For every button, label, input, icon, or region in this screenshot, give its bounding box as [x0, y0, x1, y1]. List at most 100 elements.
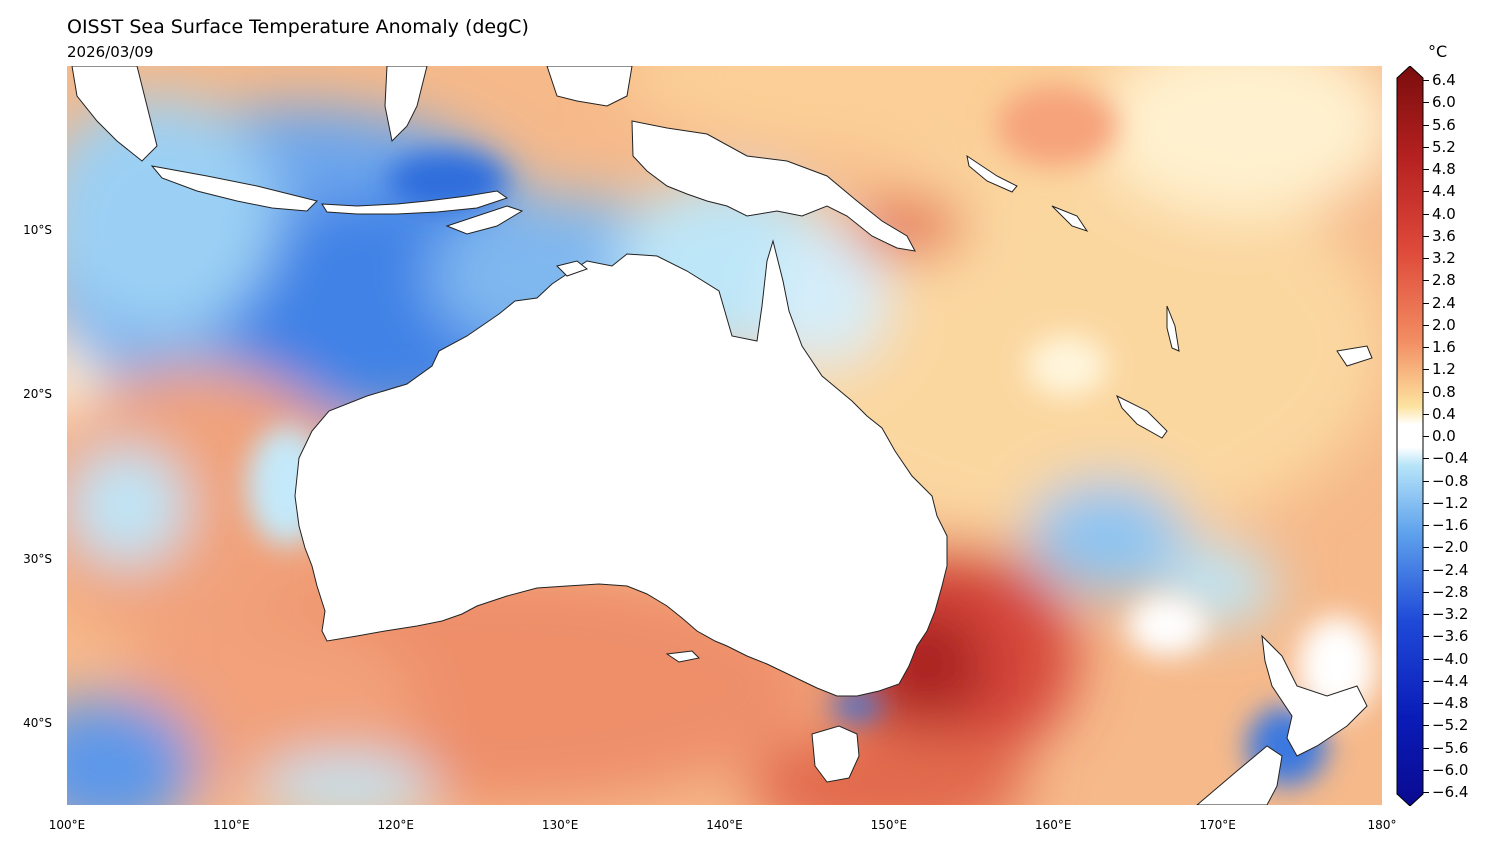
- borneo: [71, 66, 158, 162]
- colorbar-tick: [1423, 280, 1429, 282]
- new-caledonia: [1116, 394, 1168, 439]
- lon-tick-label: 170°E: [1199, 818, 1236, 832]
- colorbar-tick: [1423, 80, 1429, 81]
- colorbar-tick-label: −5.6: [1432, 738, 1469, 757]
- colorbar-tick: [1423, 769, 1429, 771]
- colorbar-tick: [1423, 347, 1429, 348]
- colorbar-tick-label: 6.0: [1432, 93, 1456, 112]
- lat-tick-label: 10°S: [23, 223, 52, 238]
- colorbar-tick-label: −6.4: [1432, 783, 1469, 801]
- lon-tick-label: 180°: [1367, 818, 1397, 832]
- lon-tick-label: 150°E: [870, 818, 908, 832]
- colorbar-tick: [1423, 569, 1429, 571]
- colorbar-tick-label: 2.8: [1432, 271, 1456, 290]
- colorbar-tick-label: 3.6: [1432, 226, 1456, 245]
- colorbar-tick: [1423, 324, 1429, 326]
- colorbar-tick: [1423, 525, 1429, 526]
- colorbar-tick-label: −3.6: [1432, 627, 1469, 646]
- colorbar-tick-label: 1.2: [1432, 360, 1456, 379]
- new-zealand-south: [1196, 745, 1283, 805]
- colorbar-tick-label: 4.4: [1432, 182, 1456, 201]
- java: [150, 165, 318, 212]
- colorbar-tick: [1423, 480, 1429, 482]
- lon-tick-label: 120°E: [377, 818, 415, 832]
- colorbar-tick: [1423, 703, 1429, 704]
- colorbar-tick-label: −4.0: [1432, 649, 1469, 668]
- colorbar-tick-label: 2.4: [1432, 293, 1456, 312]
- colorbar-tick-label: 6.4: [1432, 71, 1456, 89]
- solomon-islands: [966, 154, 1018, 193]
- colorbar-tick: [1423, 636, 1429, 638]
- colorbar-tick: [1423, 436, 1429, 437]
- colorbar-tick-label: 0.4: [1432, 404, 1456, 423]
- colorbar-tick: [1423, 235, 1429, 237]
- colorbar-tick-label: −4.4: [1432, 671, 1469, 690]
- new-zealand-north: [1261, 634, 1368, 757]
- colorbar-tick: [1423, 258, 1429, 259]
- land-masses: [71, 66, 1373, 805]
- vanuatu: [1166, 305, 1180, 352]
- lon-tick-label: 130°E: [541, 818, 579, 832]
- colorbar-tick-label: −3.2: [1432, 605, 1469, 623]
- lon-tick-label: 140°E: [706, 818, 743, 832]
- colorbar-tick: [1423, 169, 1429, 170]
- colorbar-tick-label: 0.0: [1432, 427, 1456, 445]
- lon-tick-label: 160°E: [1035, 818, 1072, 832]
- colorbar-tick: [1423, 747, 1429, 749]
- sulawesi: [384, 66, 428, 143]
- colorbar-tick-label: 1.6: [1432, 338, 1456, 356]
- colorbar-tick-label: 3.2: [1432, 249, 1456, 267]
- lat-tick-label: 20°S: [23, 387, 52, 402]
- colorbar-tick: [1423, 547, 1429, 549]
- colorbar-tick-label: 4.0: [1432, 204, 1456, 223]
- tasmania: [811, 725, 860, 783]
- colorbar-tick-label: −0.4: [1432, 449, 1469, 468]
- colorbar-tick: [1423, 792, 1429, 793]
- colorbar-tick-label: 0.8: [1432, 382, 1456, 401]
- map-title: OISST Sea Surface Temperature Anomaly (d…: [67, 16, 529, 38]
- colorbar-tick: [1423, 658, 1429, 660]
- colorbar-tick: [1423, 502, 1429, 504]
- colorbar-tick: [1423, 591, 1429, 593]
- colorbar-tick: [1423, 725, 1429, 727]
- map-date: 2026/03/09: [67, 43, 154, 61]
- lon-tick-label: 110°E: [213, 818, 250, 832]
- colorbar-tick: [1423, 413, 1429, 415]
- colorbar-tick-label: −5.2: [1432, 716, 1469, 735]
- colorbar-tick-label: 4.8: [1432, 160, 1456, 178]
- colorbar-unit: °C: [1428, 42, 1448, 61]
- colorbar-tick-label: −6.0: [1432, 760, 1469, 779]
- new-guinea: [631, 120, 916, 252]
- colorbar-tick-label: −4.8: [1432, 694, 1469, 712]
- colorbar: [1396, 65, 1424, 807]
- colorbar-gradient: [1396, 65, 1424, 807]
- colorbar-tick: [1423, 191, 1429, 193]
- colorbar-tick: [1423, 124, 1429, 126]
- colorbar-tick: [1423, 102, 1429, 104]
- sst-anomaly-map: [67, 66, 1382, 805]
- colorbar-tick: [1423, 458, 1429, 460]
- colorbar-tick: [1423, 680, 1429, 682]
- colorbar-tick-label: −1.6: [1432, 516, 1469, 534]
- colorbar-tick-label: −2.4: [1432, 560, 1469, 579]
- colorbar-tick: [1423, 213, 1429, 215]
- colorbar-tick-label: 5.2: [1432, 137, 1456, 156]
- colorbar-tick: [1423, 302, 1429, 304]
- colorbar-tick-label: 2.0: [1432, 315, 1456, 334]
- kangaroo-island: [665, 650, 701, 663]
- colorbar-tick-label: −2.0: [1432, 538, 1469, 557]
- colorbar-tick: [1423, 369, 1429, 371]
- lat-tick-label: 40°S: [23, 715, 52, 730]
- fiji: [1336, 345, 1373, 367]
- colorbar-tick: [1423, 614, 1429, 615]
- colorbar-tick-label: −0.8: [1432, 471, 1469, 490]
- lat-tick-label: 30°S: [23, 551, 52, 566]
- lon-tick-label: 100°E: [48, 818, 86, 832]
- lesser-sunda-islands: [321, 190, 509, 215]
- colorbar-tick-label: 5.6: [1432, 115, 1456, 134]
- colorbar-tick: [1423, 146, 1429, 148]
- colorbar-tick: [1423, 391, 1429, 393]
- timor: [445, 205, 524, 235]
- colorbar-tick-label: −2.8: [1432, 582, 1469, 601]
- colorbar-tick-label: −1.2: [1432, 493, 1469, 512]
